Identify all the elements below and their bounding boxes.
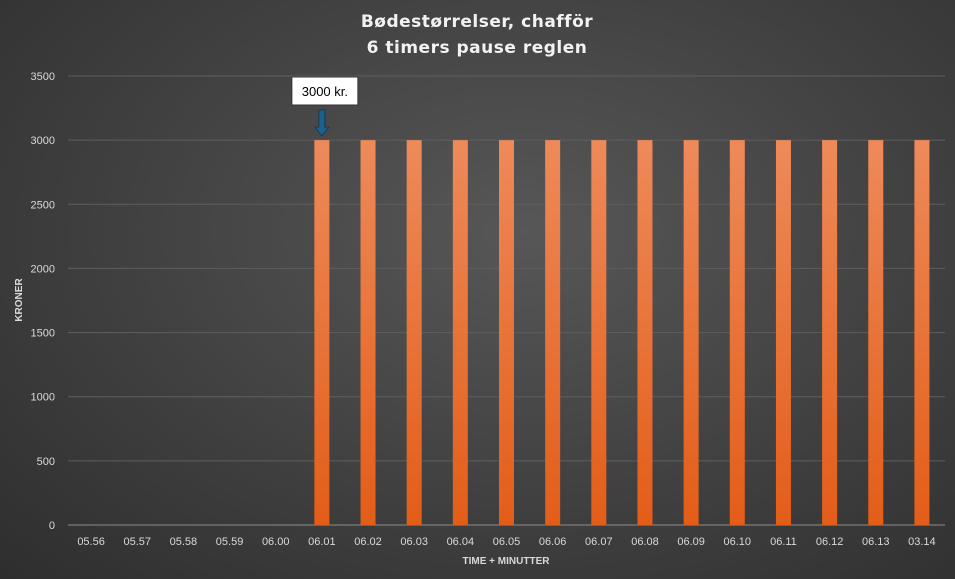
bar	[406, 140, 422, 525]
callout-box	[291, 76, 359, 106]
bar	[314, 140, 330, 525]
x-tick-label: 05.58	[170, 536, 198, 548]
bar	[822, 140, 838, 525]
x-tick-label: 06.00	[262, 536, 290, 548]
x-tick-label: 06.13	[862, 536, 890, 548]
arrow-down-icon	[314, 109, 330, 137]
x-tick-label: 05.57	[123, 536, 151, 548]
x-tick-label: 06.02	[354, 536, 382, 548]
bar	[775, 140, 791, 525]
y-tick-label: 500	[37, 456, 55, 468]
x-tick-label: 05.56	[77, 536, 105, 548]
y-tick-label: 0	[49, 520, 55, 532]
x-tick-label: 06.06	[539, 536, 567, 548]
y-tick-label: 2500	[31, 199, 55, 211]
bar	[591, 140, 607, 525]
bar	[868, 140, 884, 525]
x-tick-label: 06.03	[400, 536, 428, 548]
y-tick-label: 1000	[31, 392, 55, 404]
x-tick-label: 06.11	[770, 536, 797, 548]
y-tick-label: 1500	[31, 328, 55, 340]
y-axis-label: KRONER	[14, 278, 25, 322]
x-tick-label: 06.09	[677, 536, 705, 548]
y-tick-label: 2000	[31, 263, 55, 275]
x-tick-label: 06.10	[724, 536, 752, 548]
y-tick-label: 3500	[31, 71, 55, 83]
x-axis-label: TIME + MINUTTER	[463, 556, 551, 567]
x-tick-label: 06.07	[585, 536, 613, 548]
x-tick-label: 05.59	[216, 536, 244, 548]
x-tick-label: 06.05	[493, 536, 521, 548]
x-tick-label: 06.01	[308, 536, 336, 548]
callout-text: 3000 kr.	[302, 84, 348, 99]
bar	[914, 140, 930, 525]
chart-title-line-1: Bødestørrelser, chafför	[361, 12, 593, 32]
x-tick-label: 06.12	[816, 536, 844, 548]
bar	[452, 140, 468, 525]
x-tick-label: 06.04	[447, 536, 475, 548]
bar	[729, 140, 745, 525]
x-tick-label: 03.14	[908, 536, 936, 548]
bar	[637, 140, 653, 525]
bar	[545, 140, 561, 525]
y-tick-label: 3000	[31, 135, 55, 147]
bar	[499, 140, 514, 525]
bar	[683, 140, 699, 525]
chart-title-line-2: 6 timers pause reglen	[367, 38, 588, 58]
bar	[360, 140, 376, 525]
x-tick-label: 06.08	[631, 536, 659, 548]
